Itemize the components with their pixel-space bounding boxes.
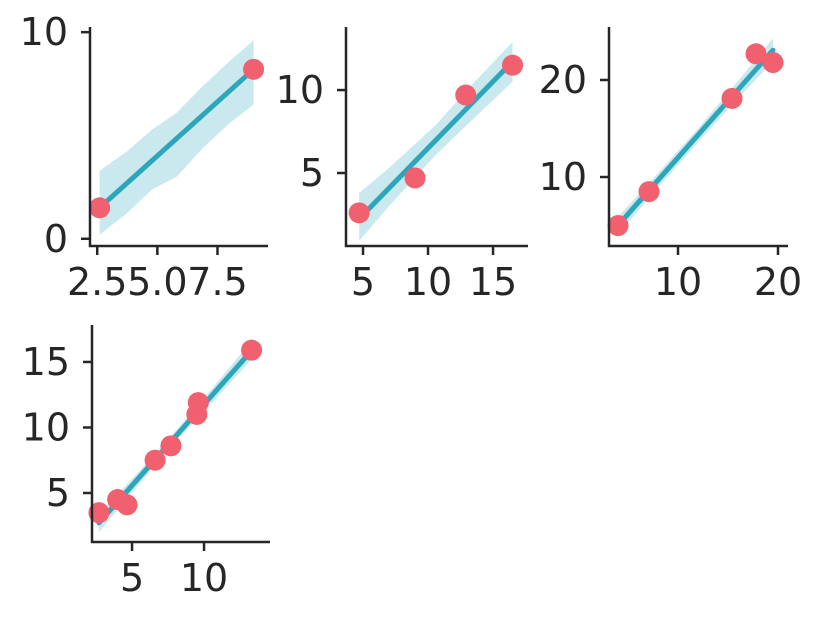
y-tick-label: 0 (44, 217, 68, 261)
data-point (348, 202, 370, 224)
axes-spines (90, 325, 270, 544)
axes-spines (88, 27, 268, 248)
y-tick-label: 10 (539, 155, 587, 199)
x-tick-label: 7.5 (187, 260, 247, 304)
data-point (762, 52, 784, 74)
y-tick-label: 10 (20, 10, 68, 54)
subplot-3: 10 20 10 20 (539, 27, 802, 304)
y-tick-label: 5 (300, 151, 324, 195)
data-point (404, 167, 426, 189)
x-tick-label: 10 (180, 556, 228, 600)
data-point (160, 435, 182, 457)
axes-spines (344, 27, 528, 248)
data-point (88, 502, 110, 524)
regression-line (356, 59, 516, 222)
regression-line (97, 66, 257, 211)
y-tick-label: 15 (22, 340, 70, 384)
axes-spines (607, 27, 788, 248)
subplot-4: 5 10 5 10 15 (22, 325, 270, 600)
subplot-2: 5 10 15 5 10 (276, 27, 528, 304)
data-point (187, 392, 209, 414)
x-tick-label: 5.0 (127, 260, 187, 304)
x-tick-label: 20 (754, 260, 802, 304)
data-point (144, 449, 166, 471)
subplot-1: 2.5 5.0 7.5 0 10 (20, 10, 268, 304)
y-tick-label: 5 (46, 471, 70, 515)
data-point (638, 181, 660, 203)
data-point (89, 197, 111, 219)
y-tick-label: 10 (22, 405, 70, 449)
y-tick-label: 10 (276, 68, 324, 112)
x-tick-label: 10 (654, 260, 702, 304)
data-point (455, 84, 477, 106)
x-tick-label: 15 (469, 260, 517, 304)
regression-line (615, 47, 776, 228)
x-tick-label: 5 (120, 556, 144, 600)
data-point (241, 339, 263, 361)
data-point (502, 54, 524, 76)
data-point (607, 215, 629, 237)
data-point (116, 494, 138, 516)
data-point (745, 43, 767, 65)
data-point (721, 87, 743, 109)
x-tick-label: 2.5 (67, 260, 127, 304)
x-tick-label: 10 (404, 260, 452, 304)
data-point (243, 58, 265, 80)
y-tick-label: 20 (539, 58, 587, 102)
x-tick-label: 5 (351, 260, 375, 304)
